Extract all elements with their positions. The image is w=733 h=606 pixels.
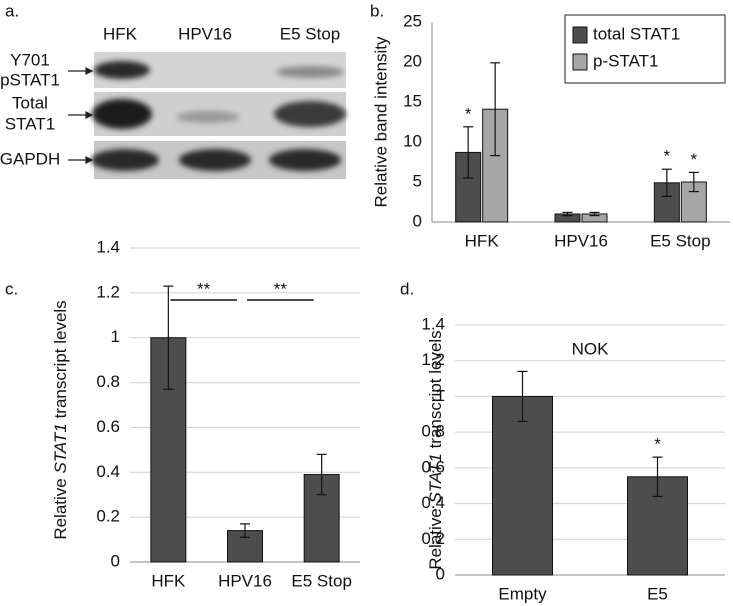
row-label: GAPDH xyxy=(0,149,60,168)
y-tick-label: 10 xyxy=(403,131,422,150)
y-axis-label-part: STAT1 xyxy=(426,453,445,503)
x-tick-label: E5 Stop xyxy=(291,571,352,590)
y-tick-label: 1.4 xyxy=(96,237,120,256)
y-tick-label: 0.6 xyxy=(421,457,445,476)
x-tick-label: HFK xyxy=(151,571,186,590)
row-label: Total xyxy=(12,93,48,112)
y-axis-label-part: transcript levels xyxy=(426,330,445,453)
error-bar xyxy=(240,523,250,538)
y-axis-label-part: Relative xyxy=(426,504,445,570)
panel-label: a. xyxy=(5,1,19,20)
x-tick-label: Empty xyxy=(498,584,547,603)
blot-strips xyxy=(91,52,346,179)
x-tick-label: E5 xyxy=(647,584,668,603)
row-label: Y701 xyxy=(10,50,50,69)
bar xyxy=(492,395,553,576)
legend-box xyxy=(564,14,726,84)
x-tick-label: HPV16 xyxy=(218,571,272,590)
error-bar xyxy=(163,285,174,390)
y-tick-label: 0.8 xyxy=(421,422,445,441)
panel-label: d. xyxy=(400,279,414,298)
y-tick-label: 0.8 xyxy=(96,372,120,391)
y-axis-label: Relative band intensity xyxy=(371,36,390,208)
y-tick-label: 0 xyxy=(413,211,422,230)
y-tick-label: 0.2 xyxy=(96,507,120,526)
y-axis-label: Relative STAT1 transcript levels xyxy=(426,330,445,569)
error-bar xyxy=(316,453,327,496)
significance: * xyxy=(691,150,698,169)
significance: * xyxy=(664,147,671,166)
y-tick-label: 1.2 xyxy=(96,282,120,301)
panel-label: c. xyxy=(5,279,18,298)
legend-swatch xyxy=(572,53,588,71)
comparison-label: ** xyxy=(274,279,288,298)
lane-label: HPV16 xyxy=(178,24,232,43)
annotation: NOK xyxy=(572,339,610,358)
y-tick-label: 15 xyxy=(403,91,422,110)
panel-label: b. xyxy=(370,1,384,20)
y-tick-label: 0.4 xyxy=(421,493,445,512)
error-bar xyxy=(490,62,501,157)
y-tick-label: 0.4 xyxy=(96,462,120,481)
y-tick-label: 0.2 xyxy=(421,529,445,548)
error-bar xyxy=(517,370,528,423)
y-tick-label: 20 xyxy=(403,51,422,70)
error-bar xyxy=(688,171,699,193)
error-bar xyxy=(652,456,663,498)
y-axis-label-part: STAT1 xyxy=(51,423,70,473)
x-tick-label: E5 Stop xyxy=(650,231,711,250)
y-tick-label: 1.2 xyxy=(421,350,445,369)
y-axis-label-part: transcript levels xyxy=(51,300,70,423)
y-tick-label: 0 xyxy=(111,551,120,570)
comparison-label: ** xyxy=(197,279,211,298)
error-bar xyxy=(589,211,600,217)
legend-swatch xyxy=(572,26,588,44)
row-label: pSTAT1 xyxy=(0,70,60,89)
y-tick-label: 1.4 xyxy=(421,314,445,333)
y-axis-label: Relative STAT1 transcript levels xyxy=(51,300,70,539)
significance: * xyxy=(654,435,661,454)
legend-label: p-STAT1 xyxy=(593,51,659,70)
y-tick-label: 0.6 xyxy=(96,417,120,436)
x-tick-label: HPV16 xyxy=(554,231,608,250)
significance: * xyxy=(465,104,472,123)
error-bar xyxy=(562,211,573,217)
y-tick-label: 1 xyxy=(436,386,445,405)
arrows xyxy=(68,67,94,164)
row-label: STAT1 xyxy=(5,114,55,133)
legend-label: total STAT1 xyxy=(593,24,680,43)
y-tick-label: 5 xyxy=(413,171,422,190)
y-axis-label-part: Relative xyxy=(51,474,70,540)
y-tick-label: 0 xyxy=(436,564,445,583)
error-bar xyxy=(661,168,672,197)
y-tick-label: 1 xyxy=(111,327,120,346)
lane-label: HFK xyxy=(103,24,138,43)
x-tick-label: HFK xyxy=(465,231,500,250)
lane-label: E5 Stop xyxy=(280,24,341,43)
y-tick-label: 25 xyxy=(403,11,422,30)
error-bar xyxy=(463,126,474,179)
